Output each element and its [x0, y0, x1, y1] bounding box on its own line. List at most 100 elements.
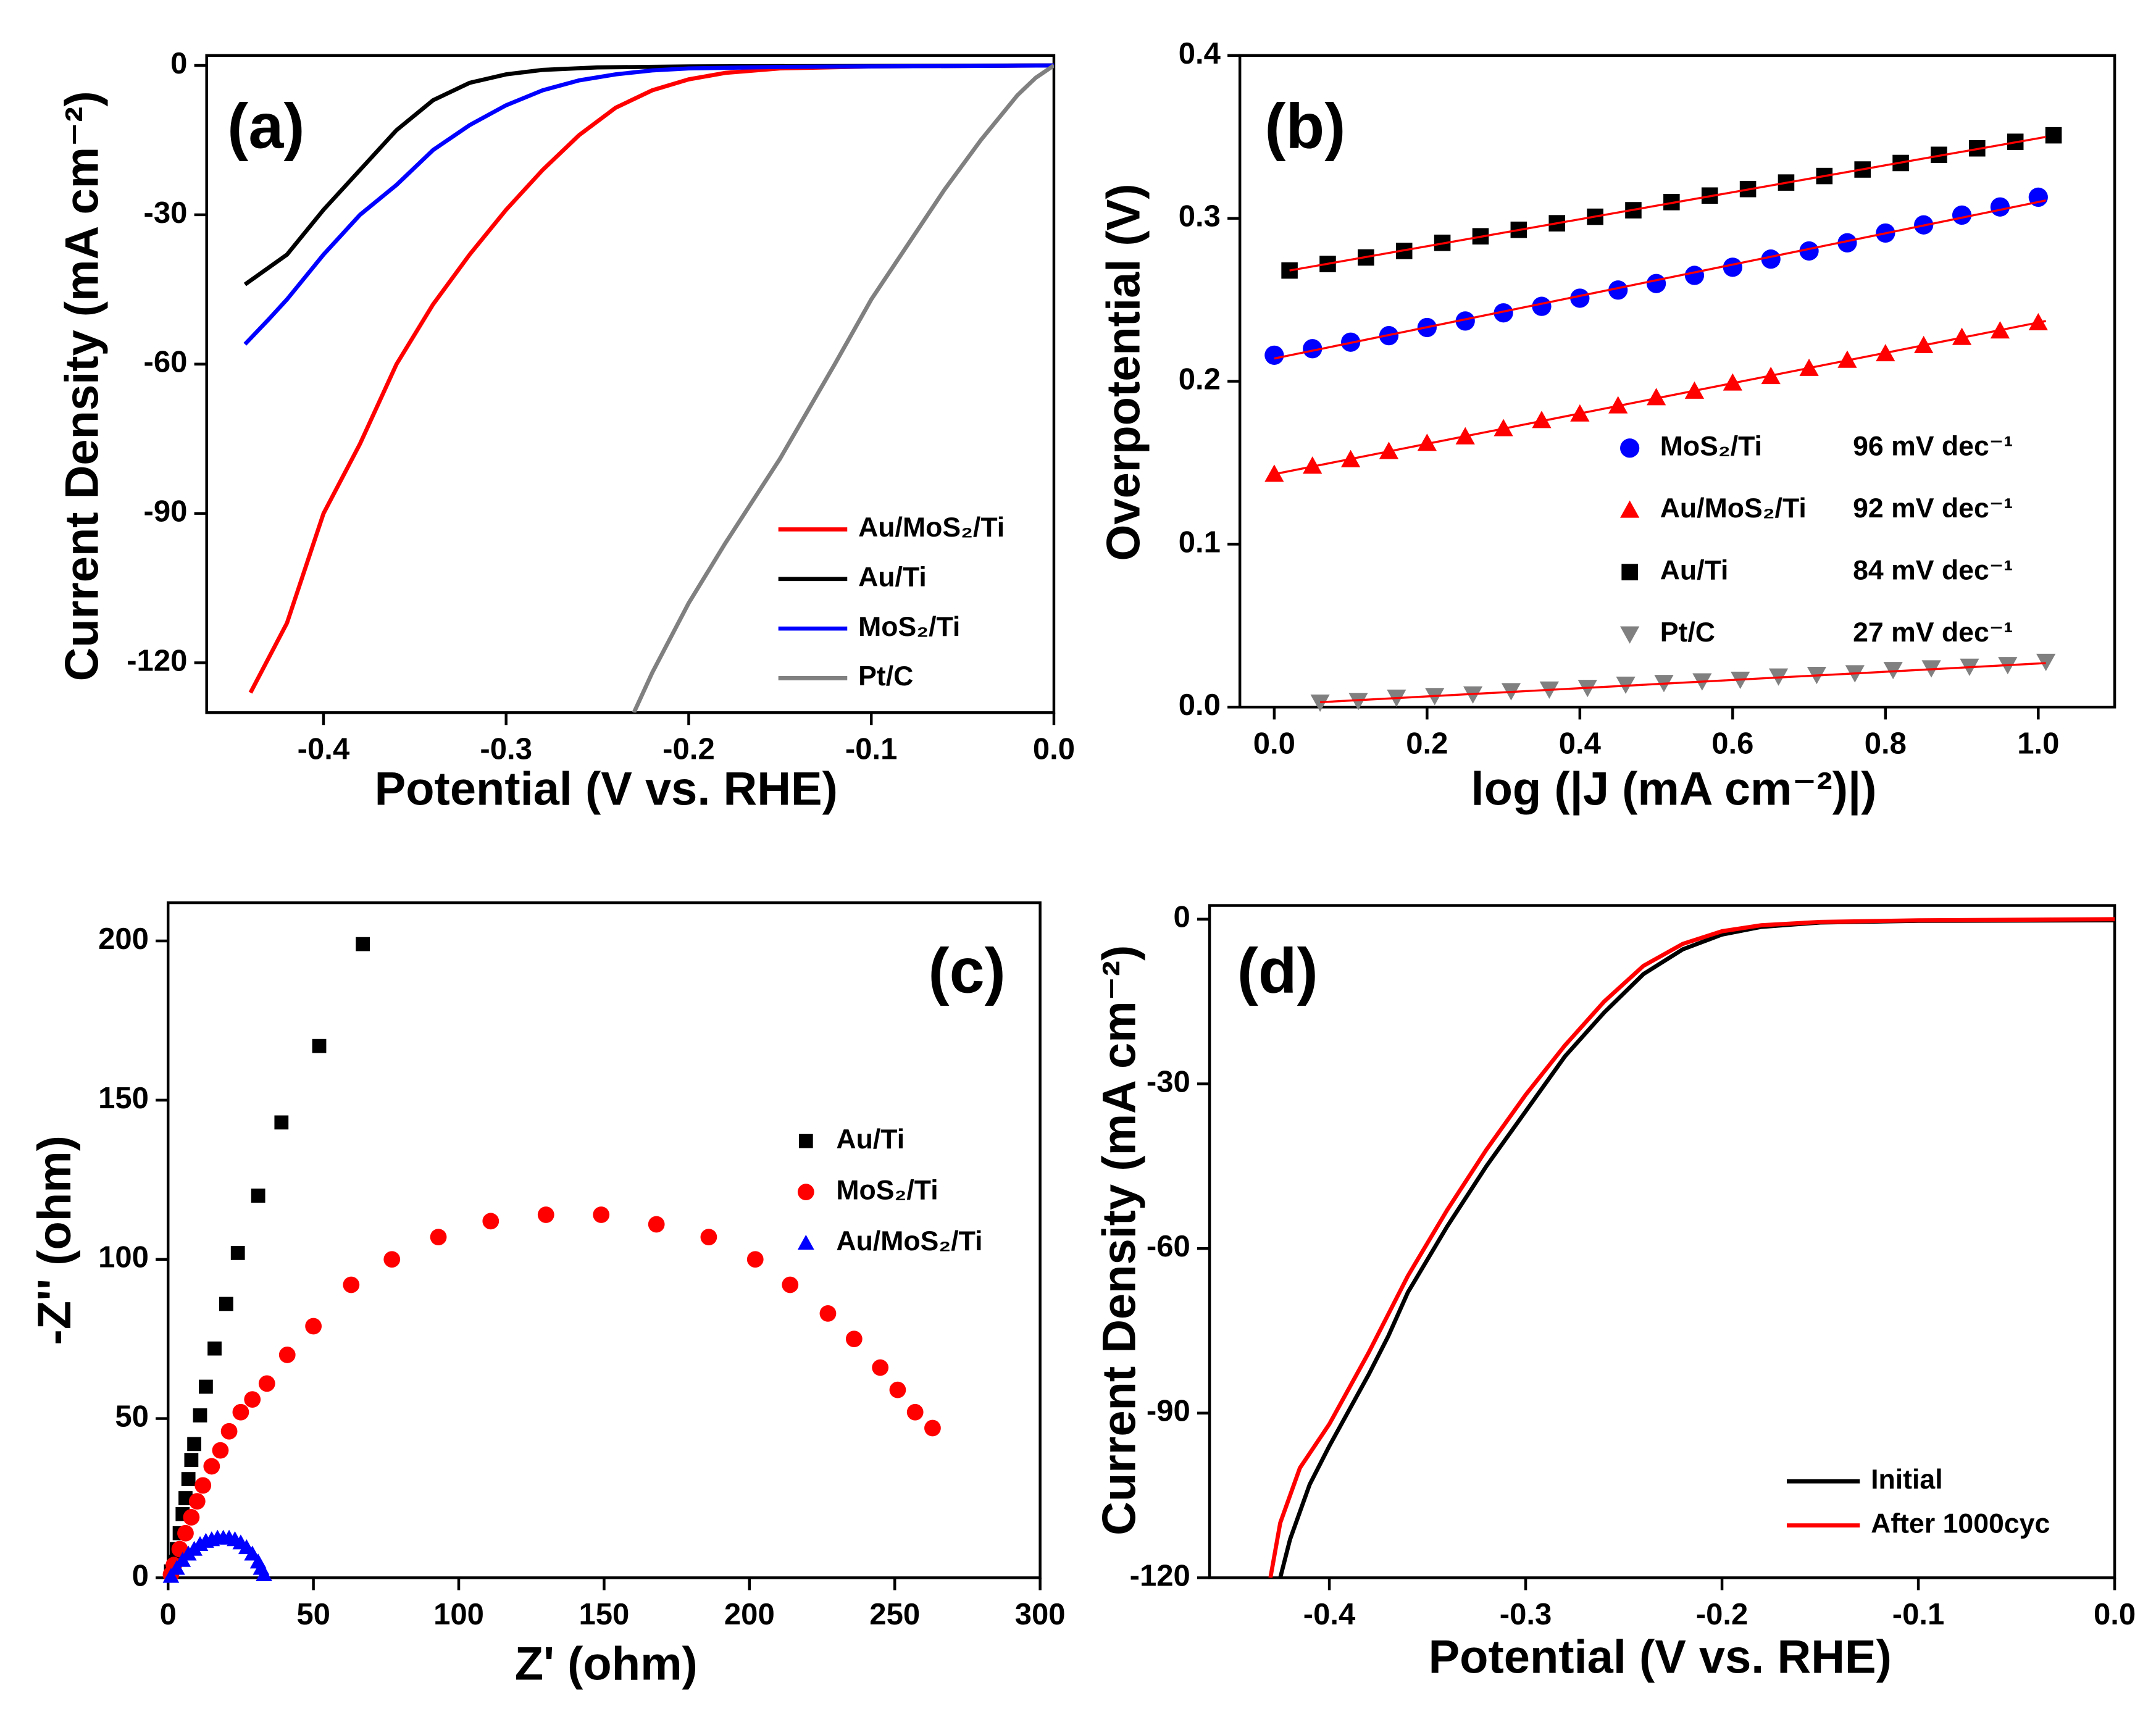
y-tick-label: 100 [98, 1241, 149, 1274]
data-point [872, 1359, 889, 1376]
data-point [220, 1423, 238, 1440]
data-point [1532, 296, 1552, 316]
data-point [1494, 419, 1513, 437]
data-point [184, 1453, 199, 1467]
data-point [1494, 303, 1513, 323]
data-point [2045, 127, 2062, 144]
data-point [1761, 249, 1781, 269]
x-tick-label: -0.3 [480, 733, 532, 766]
data-point [1646, 274, 1666, 293]
x-tick-label: 0 [160, 1598, 177, 1631]
legend-marker [1620, 438, 1640, 458]
legend-slope: 92 mV dec⁻¹ [1853, 493, 2013, 524]
data-point [1799, 241, 1819, 261]
x-tick-label: 0.2 [1406, 727, 1448, 761]
legend-label: Initial [1871, 1465, 1942, 1495]
series-line [1268, 917, 2115, 1578]
legend-marker [1621, 564, 1638, 580]
data-point [430, 1229, 447, 1245]
y-tick-label: 0.3 [1179, 200, 1221, 233]
data-point [312, 1038, 327, 1053]
x-tick-label: 150 [579, 1598, 629, 1631]
data-point [162, 1568, 180, 1583]
data-point [232, 1403, 249, 1421]
data-point [251, 1189, 265, 1203]
y-tick-label: 0.2 [1179, 363, 1221, 396]
data-point [1723, 373, 1742, 391]
legend-label: Pt/C [1660, 617, 1715, 648]
data-point [183, 1509, 200, 1526]
data-point [1348, 693, 1368, 711]
fit-line [1274, 199, 2047, 360]
data-point [230, 1246, 245, 1260]
data-point [1952, 327, 1972, 345]
series-line [1278, 918, 2115, 1578]
data-point [256, 1566, 272, 1581]
legend-label: Pt/C [858, 661, 913, 692]
x-tick-label: 0.8 [1865, 727, 1907, 761]
data-point [258, 1375, 275, 1392]
plot-frame [205, 54, 1056, 714]
panel-label: (d) [1237, 935, 1318, 1006]
data-point [482, 1213, 499, 1230]
legend-label: Au/MoS₂/Ti [858, 512, 1005, 543]
data-point [819, 1305, 837, 1322]
data-point [1646, 388, 1666, 406]
x-tick-label: -0.1 [1892, 1598, 1945, 1631]
data-point [171, 1540, 188, 1558]
y-tick-label: -120 [127, 645, 187, 678]
y-tick-label: 0 [170, 47, 187, 80]
fit-line [1289, 136, 2046, 272]
y-tick-label: -90 [144, 495, 188, 529]
x-tick-label: 250 [869, 1598, 920, 1631]
x-tick-label: 1.0 [2017, 727, 2059, 761]
data-point [199, 1379, 213, 1394]
legend-marker [797, 1234, 814, 1250]
data-point [212, 1442, 229, 1459]
data-point [193, 1408, 207, 1423]
data-point [746, 1251, 764, 1268]
data-point [1952, 205, 1972, 225]
legend-label: MoS₂/Ti [836, 1175, 938, 1205]
legend-slope: 96 mV dec⁻¹ [1853, 432, 2013, 462]
data-point [924, 1419, 941, 1437]
x-axis-title: Potential (V vs. RHE) [1429, 1631, 1892, 1683]
x-tick-label: 200 [724, 1598, 775, 1631]
data-point [648, 1216, 665, 1233]
fit-line [1320, 662, 2046, 703]
y-axis-title: Current Density (mA cm⁻²) [56, 91, 108, 681]
data-point [2036, 653, 2056, 671]
y-tick-label: -60 [144, 346, 188, 379]
data-point [1837, 233, 1857, 253]
data-point [1532, 411, 1552, 428]
data-point [537, 1206, 554, 1223]
data-point [207, 1341, 222, 1356]
legend-slope: 27 mV dec⁻¹ [1853, 617, 2013, 648]
data-point [203, 1458, 220, 1475]
data-point [187, 1437, 201, 1452]
legend-label: Au/MoS₂/Ti [1660, 493, 1807, 524]
data-point [1684, 265, 1705, 285]
y-tick-label: 50 [115, 1400, 149, 1434]
data-point [188, 1493, 206, 1510]
data-point [1417, 433, 1437, 451]
y-tick-label: 200 [98, 922, 149, 956]
legend-marker [798, 1134, 813, 1148]
x-tick-label: 0.0 [1033, 733, 1075, 766]
legend-slope: 84 mV dec⁻¹ [1853, 555, 2013, 585]
x-tick-label: -0.4 [298, 733, 350, 766]
x-axis-title: log (|J (mA cm⁻²)|) [1471, 763, 1877, 816]
data-point [906, 1403, 924, 1421]
data-point [219, 1297, 233, 1311]
y-tick-label: -90 [1147, 1395, 1190, 1428]
data-point [1303, 339, 1322, 359]
data-point [278, 1347, 296, 1363]
data-point [274, 1115, 289, 1130]
panel-label: (a) [227, 91, 304, 162]
legend-label: After 1000cyc [1871, 1508, 2050, 1539]
x-axis-title: Potential (V vs. RHE) [375, 763, 838, 816]
data-point [383, 1251, 401, 1268]
y-tick-label: -60 [1147, 1230, 1190, 1263]
y-tick-label: -30 [1147, 1065, 1190, 1098]
